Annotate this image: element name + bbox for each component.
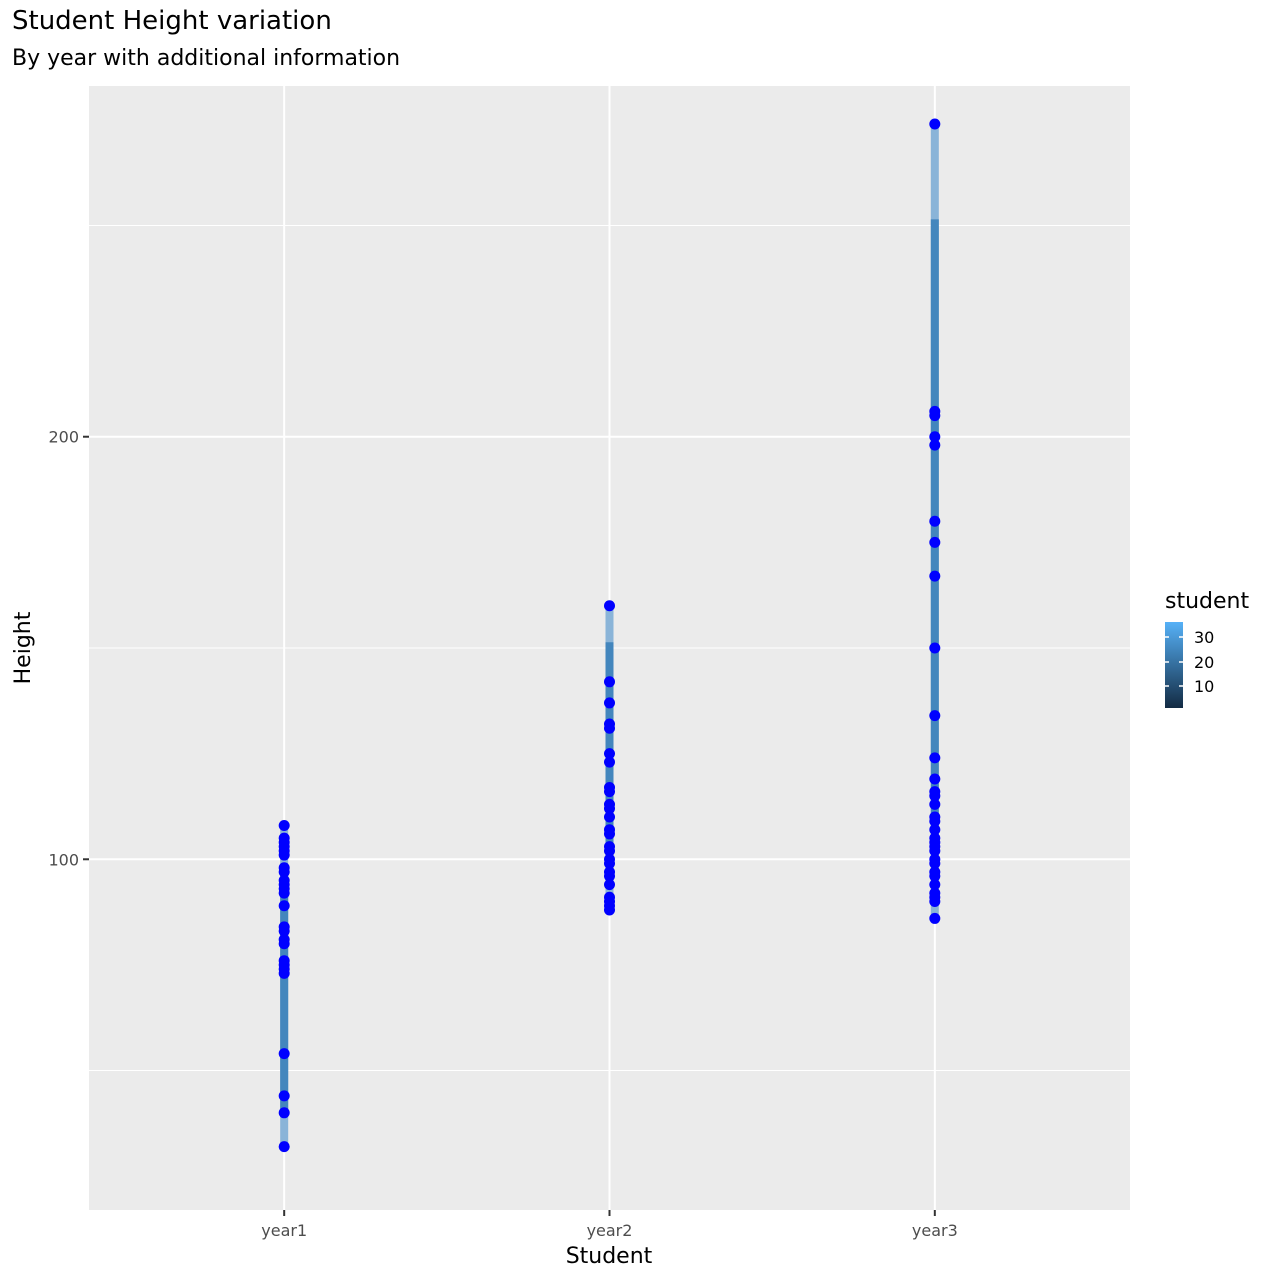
data-point	[604, 870, 615, 882]
data-point	[929, 798, 941, 810]
data-point	[929, 845, 941, 857]
legend-colorbar	[1165, 622, 1183, 708]
data-point	[929, 896, 941, 908]
data-point	[929, 410, 941, 422]
data-point	[929, 815, 941, 827]
x-axis: year1 year2 year3	[261, 1210, 958, 1240]
y-tick-label: 200	[48, 428, 79, 447]
data-point	[278, 900, 290, 912]
data-point	[604, 811, 615, 823]
legend-title: student	[1165, 589, 1249, 614]
data-point	[929, 870, 941, 882]
x-axis-title: Student	[566, 1244, 653, 1269]
range-bar-inner	[280, 864, 289, 1115]
data-point	[278, 849, 290, 861]
data-point	[929, 570, 941, 582]
data-point	[929, 824, 941, 836]
data-point	[604, 828, 615, 840]
data-point	[929, 118, 941, 130]
data-point	[604, 879, 615, 891]
data-point	[604, 600, 615, 612]
legend: student 30 20 10	[1165, 589, 1249, 708]
data-point	[929, 642, 941, 654]
data-point	[929, 790, 941, 802]
data-point	[929, 431, 941, 443]
data-point	[929, 752, 941, 764]
data-point	[929, 858, 941, 870]
data-point	[278, 887, 290, 899]
data-point	[604, 858, 615, 870]
data-point	[929, 879, 941, 891]
data-point	[278, 1048, 290, 1060]
data-point	[929, 515, 941, 527]
data-point	[604, 722, 615, 734]
data-point	[604, 676, 615, 688]
chart-subtitle: By year with additional information	[12, 46, 401, 71]
data-point	[278, 819, 290, 831]
data-point	[929, 536, 941, 548]
data-point	[604, 697, 615, 709]
legend-label: 20	[1194, 653, 1214, 672]
x-tick-label: year3	[912, 1221, 958, 1240]
data-point	[278, 1107, 290, 1119]
range-bar-inner	[930, 219, 939, 839]
data-point	[278, 925, 290, 937]
x-tick-label: year2	[587, 1221, 633, 1240]
data-point	[278, 1090, 290, 1102]
data-point	[278, 938, 290, 950]
legend-label: 10	[1194, 677, 1214, 696]
data-point	[278, 1141, 290, 1153]
data-point	[929, 710, 941, 722]
data-point	[604, 803, 615, 815]
data-point	[278, 967, 290, 979]
y-tick-label: 100	[48, 850, 79, 869]
data-point	[929, 773, 941, 785]
data-point	[604, 786, 615, 798]
y-axis: 100 200	[48, 428, 89, 869]
legend-label: 30	[1194, 628, 1214, 647]
data-points	[278, 118, 941, 1153]
data-point	[604, 748, 615, 760]
data-point	[604, 756, 615, 768]
data-point	[278, 866, 290, 878]
y-axis-title: Height	[11, 611, 36, 684]
data-point	[929, 912, 941, 924]
data-point	[604, 904, 615, 916]
data-point	[604, 845, 615, 857]
data-point	[929, 439, 941, 451]
x-tick-label: year1	[261, 1221, 307, 1240]
chart-title: Student Height variation	[12, 6, 332, 36]
